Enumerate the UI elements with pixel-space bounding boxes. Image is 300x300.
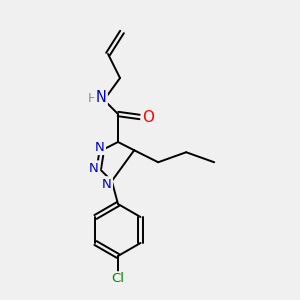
Text: N: N [95, 141, 105, 154]
Text: N: N [89, 162, 99, 175]
Text: N: N [102, 178, 112, 190]
Text: O: O [142, 110, 154, 124]
Text: H: H [87, 92, 97, 104]
Text: Cl: Cl [112, 272, 124, 286]
Text: N: N [96, 91, 106, 106]
